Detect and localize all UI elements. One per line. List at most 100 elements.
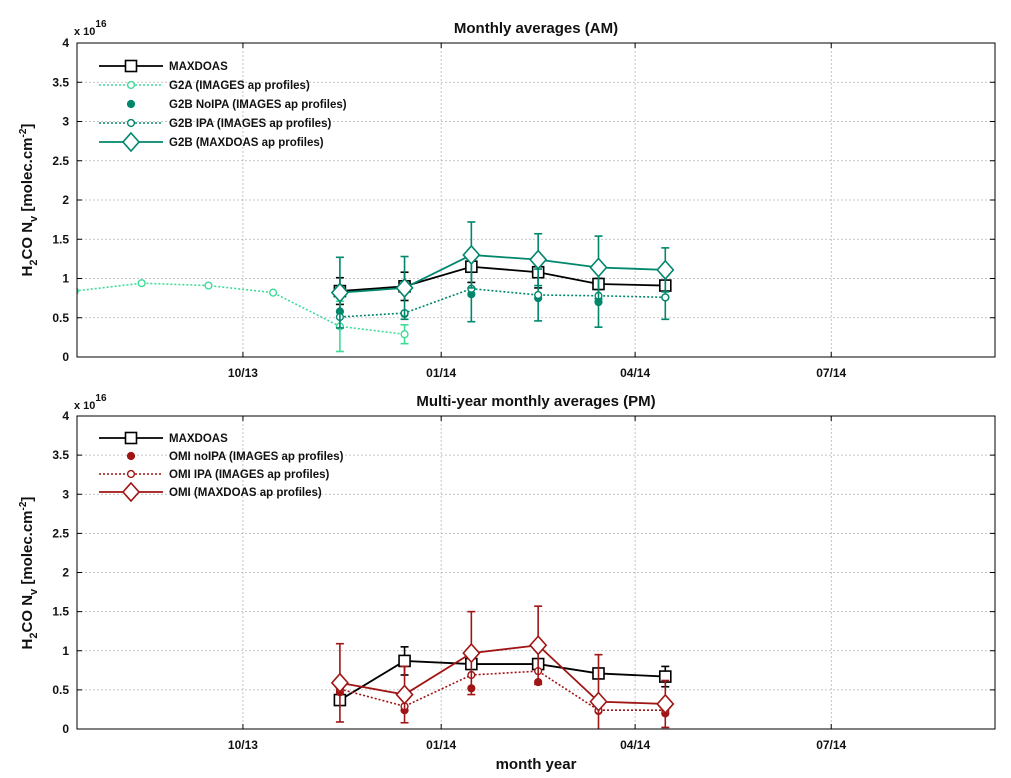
legend-label: G2B NoIPA (IMAGES ap profiles) (169, 99, 347, 111)
y-tick-label: 1.5 (52, 605, 69, 619)
x-tick-label: 01/14 (426, 738, 456, 752)
legend-entry: OMI noIPA (IMAGES ap profiles) (126, 451, 344, 463)
legend-label: OMI noIPA (IMAGES ap profiles) (169, 451, 344, 463)
x-tick-label: 04/14 (620, 738, 650, 752)
legend-entry: MAXDOAS (99, 59, 228, 73)
y-tick-label: 0.5 (52, 311, 69, 325)
y-tick-label: 1 (62, 272, 69, 286)
legend-entry: G2A (IMAGES ap profiles) (99, 80, 310, 92)
y-tick-label: 0 (62, 350, 69, 364)
y-ticks: 0 0.5 1 1.5 2 2.5 3 3.5 4 (52, 36, 995, 364)
legend-label: MAXDOAS (169, 433, 228, 445)
y-tick-label: 0 (62, 722, 69, 736)
legend-entry: OMI IPA (IMAGES ap profiles) (99, 469, 330, 481)
legend-marker (124, 59, 138, 73)
data-point (656, 693, 675, 715)
legend: MAXDOAS G2A (IMAGES ap profiles) G2B NoIPA… (99, 59, 347, 153)
x-tick-label: 07/14 (816, 366, 846, 380)
series-line (339, 265, 666, 292)
legend-entry: MAXDOAS (99, 431, 228, 445)
data-point (529, 635, 548, 656)
legend-label: G2B (MAXDOAS ap profiles) (169, 137, 324, 149)
legend-marker (126, 80, 136, 90)
y-tick-label: 4 (62, 36, 69, 50)
series-layer (77, 221, 675, 353)
x-tick-label: 04/14 (620, 366, 650, 380)
y-tick-label: 2 (62, 566, 69, 580)
y-tick-label: 3 (62, 487, 69, 501)
y-tick-label: 2.5 (52, 154, 69, 168)
y-tick-label: 2.5 (52, 526, 69, 540)
y-axis-label: H2CO Nv [molec.cm-2] (18, 497, 40, 650)
data-point (137, 279, 146, 288)
y-tick-label: 2 (62, 193, 69, 207)
series-g2b-maxdoas-ap-profiles (330, 221, 675, 329)
legend-marker (121, 481, 141, 503)
x-axis-label: month year (496, 756, 577, 773)
x-ticks: 10/13 01/14 04/14 07/14 (228, 416, 847, 752)
y-ticks: 0 0.5 1 1.5 2 2.5 3 3.5 4 (52, 409, 995, 736)
data-point (395, 277, 414, 299)
series-line (339, 287, 666, 318)
legend-label: G2A (IMAGES ap profiles) (169, 80, 310, 92)
x-tick-label: 10/13 (228, 366, 258, 380)
legend-label: G2B IPA (IMAGES ap profiles) (169, 118, 331, 130)
legend-marker (126, 451, 136, 461)
data-point (398, 654, 411, 668)
y-tick-label: 0.5 (52, 683, 69, 697)
legend-marker (124, 431, 138, 445)
series-line (339, 644, 666, 705)
legend-marker (121, 131, 141, 153)
x-tick-label: 01/14 (426, 366, 456, 380)
legend-entry: G2B IPA (IMAGES ap profiles) (99, 118, 331, 130)
series-g2a-images-ap-profiles (77, 279, 409, 353)
series-line (339, 660, 666, 701)
y-tick-label: 1.5 (52, 232, 69, 246)
legend-label: OMI IPA (IMAGES ap profiles) (169, 469, 330, 481)
y-exponent: x 1016 (74, 19, 107, 38)
data-point (204, 281, 213, 290)
data-point (589, 257, 608, 278)
data-point (661, 293, 670, 302)
data-point (268, 288, 278, 297)
data-point (656, 259, 675, 281)
panel-am: 0 0.5 1 1.5 2 2.5 3 3.5 4 10/13 01/14 04/14 07/14 M… (18, 19, 996, 380)
grid (77, 416, 995, 729)
panel-pm: 0 0.5 1 1.5 2 2.5 3 3.5 4 10/13 01/14 04/14 07/14 M… (18, 393, 996, 752)
y-tick-label: 4 (62, 409, 69, 423)
data-point (395, 684, 414, 705)
y-tick-label: 3.5 (52, 75, 69, 89)
y-tick-label: 1 (62, 644, 69, 658)
data-point (330, 282, 349, 303)
legend: MAXDOAS OMI noIPA (IMAGES ap profiles) OMI… (99, 431, 344, 503)
chart-title: Multi-year monthly averages (PM) (416, 393, 655, 410)
series-line (77, 282, 405, 336)
grid (77, 43, 995, 357)
x-tick-label: 07/14 (816, 738, 846, 752)
legend-entry: OMI (MAXDOAS ap profiles) (99, 481, 322, 503)
data-point (534, 290, 543, 300)
legend-marker (126, 99, 136, 109)
data-point (462, 244, 481, 266)
y-exponent: x 1016 (74, 393, 107, 412)
legend-label: MAXDOAS (169, 61, 228, 73)
y-tick-label: 3 (62, 115, 69, 129)
legend-entry: G2B NoIPA (IMAGES ap profiles) (126, 99, 347, 111)
y-tick-label: 3.5 (52, 448, 69, 462)
data-point (529, 249, 548, 270)
data-point (330, 672, 349, 694)
data-point (462, 642, 481, 664)
legend-label: OMI (MAXDOAS ap profiles) (169, 487, 322, 499)
data-point (400, 330, 409, 339)
series-layer (330, 605, 675, 729)
legend-marker (126, 118, 136, 128)
data-point (589, 691, 608, 712)
x-ticks: 10/13 01/14 04/14 07/14 (228, 43, 847, 380)
series-line (339, 254, 666, 294)
legend-marker (126, 469, 136, 479)
legend-entry: G2B (MAXDOAS ap profiles) (99, 131, 324, 153)
series-omi-maxdoas-ap-profiles (330, 605, 675, 729)
chart-title: Monthly averages (AM) (454, 20, 618, 37)
